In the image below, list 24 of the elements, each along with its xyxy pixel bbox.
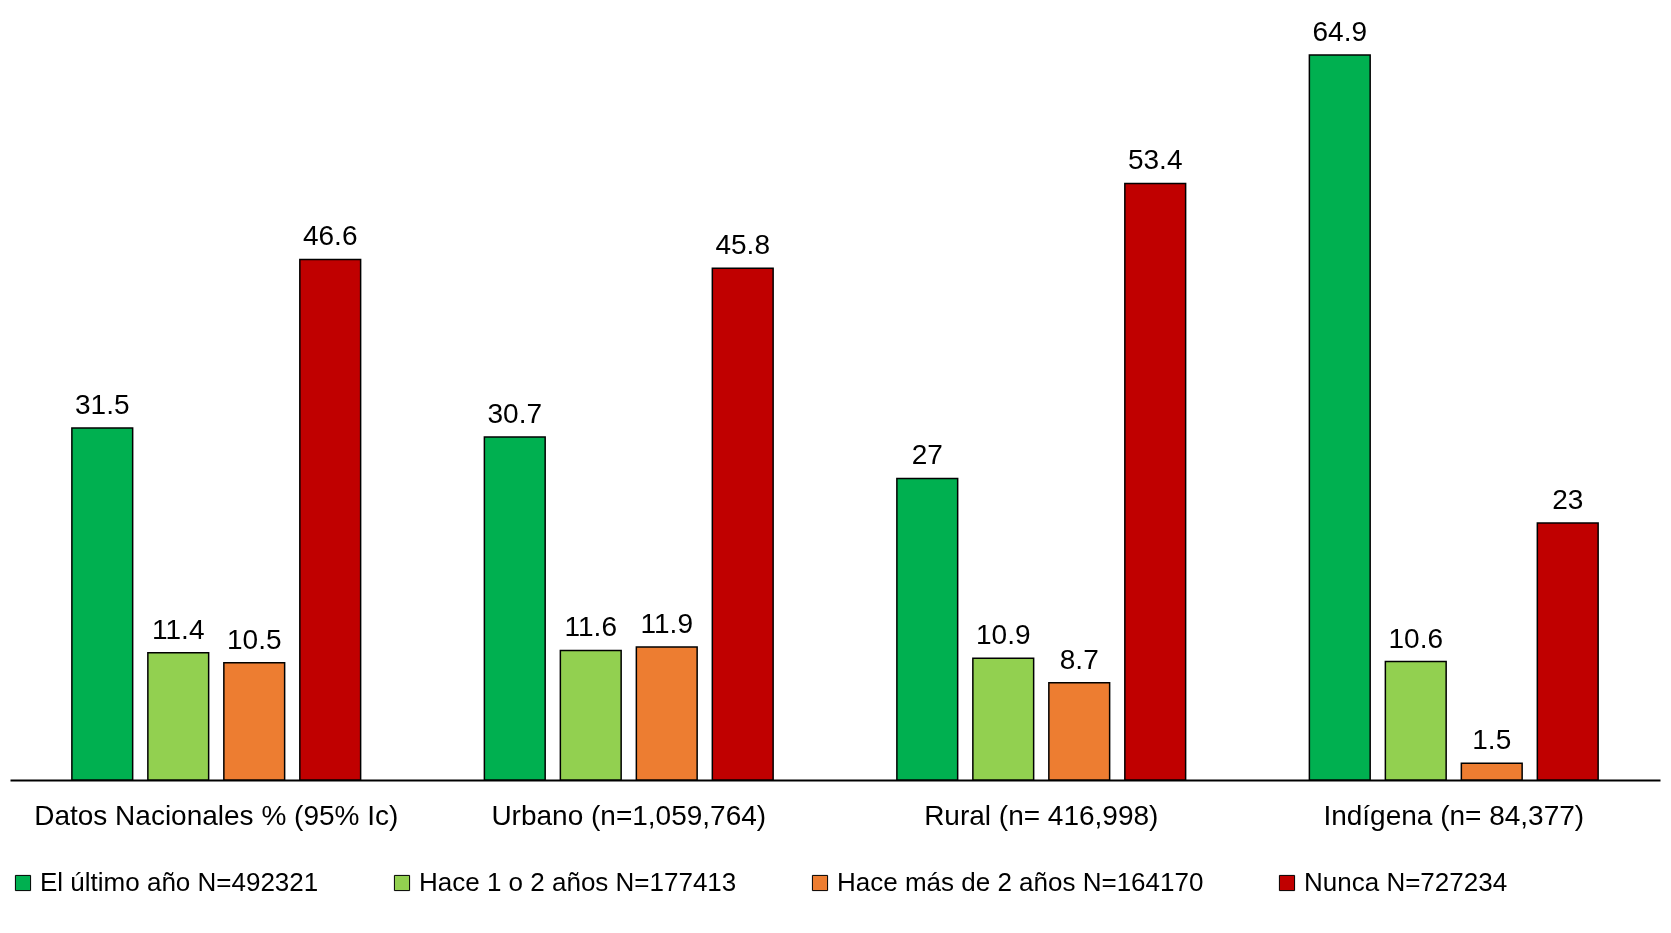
x-tick-label: Rural (n= 416,998) xyxy=(924,799,1159,831)
data-label: 23 xyxy=(1552,484,1584,516)
data-label: 31.5 xyxy=(75,389,130,421)
data-label: 27 xyxy=(911,439,943,471)
data-label: 11.6 xyxy=(564,611,617,643)
x-tick-label: Datos Nacionales % (95% Ic) xyxy=(34,799,399,831)
x-tick-label: Urbano (n=1,059,764) xyxy=(491,799,767,831)
data-label: 8.7 xyxy=(1059,643,1099,675)
data-label: 46.6 xyxy=(302,220,358,252)
data-label: 64.9 xyxy=(1312,16,1368,47)
legend-label: Nunca N=727234 xyxy=(1304,867,1508,897)
data-label: 45.8 xyxy=(715,229,770,261)
data-label: 1.5 xyxy=(1472,724,1512,756)
data-label: 10.6 xyxy=(1388,622,1444,654)
data-label: 11.9 xyxy=(640,608,693,640)
legend-label: Hace 1 o 2 años N=177413 xyxy=(419,867,737,897)
data-label: 10.5 xyxy=(226,623,282,655)
data-label: 53.4 xyxy=(1127,144,1183,176)
data-label: 30.7 xyxy=(487,398,543,430)
legend-label: El último año N=492321 xyxy=(40,867,319,897)
legend-label: Hace más de 2 años N=164170 xyxy=(837,867,1204,897)
data-label: 11.4 xyxy=(152,613,205,645)
x-tick-label: Indígena (n= 84,377) xyxy=(1323,799,1585,831)
data-label: 10.9 xyxy=(976,619,1031,651)
